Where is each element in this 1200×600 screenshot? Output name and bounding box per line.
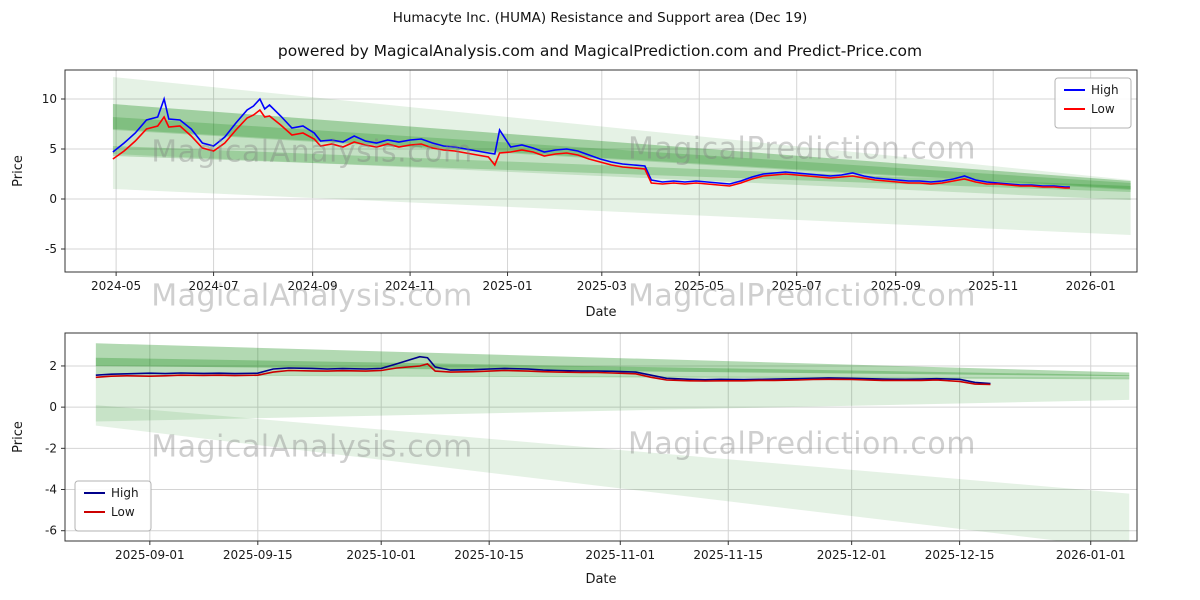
x-axis-label: Date	[585, 572, 616, 587]
legend-label: High	[111, 486, 139, 500]
x-tick-label: 2024-07	[189, 279, 239, 293]
series-line-low	[95, 363, 991, 386]
y-tick-label: -6	[45, 524, 57, 538]
x-tick-label: 2025-09-15	[223, 548, 293, 562]
legend: High Low	[1054, 77, 1132, 129]
y-tick-label: 5	[49, 142, 57, 156]
support-resistance-bands	[95, 343, 1130, 541]
y-tick-label: -5	[45, 242, 57, 256]
y-tick-label: -4	[45, 483, 57, 497]
x-tick-label: 2025-10-01	[346, 548, 416, 562]
x-tick-label: 2025-11-15	[693, 548, 763, 562]
legend-label: Low	[111, 505, 135, 519]
support-resistance-bands	[112, 77, 1131, 235]
series-line-high	[95, 355, 991, 385]
trend-band	[95, 375, 1130, 422]
trend-band	[112, 104, 1131, 200]
y-tick-label: 0	[49, 192, 57, 206]
axes-border	[64, 332, 1138, 542]
trend-band	[112, 77, 1131, 235]
figure-subtitle: powered by MagicalAnalysis.com and Magic…	[277, 42, 923, 60]
y-tick-label: 2	[49, 359, 57, 373]
x-axis-label: Date	[585, 305, 616, 320]
x-tick-label: 2024-05	[91, 279, 141, 293]
x-tick-label: 2025-07	[772, 279, 822, 293]
price-chart-top: 2024-05 2024-07 2024-09 2024-11 2025-01 2025-…	[11, 69, 1138, 320]
x-tick-label: 2024-09	[288, 279, 338, 293]
x-tick-label: 2026-01	[1066, 279, 1116, 293]
trend-band	[112, 117, 1131, 189]
x-tick-label: 2025-09	[871, 279, 921, 293]
trend-band	[112, 104, 1131, 190]
legend: High Low	[74, 480, 152, 532]
y-axis-label: Price	[11, 155, 26, 187]
figure-title: Humacyte Inc. (HUMA) Resistance and Supp…	[392, 10, 808, 26]
x-tick-label: 2025-10-15	[454, 548, 524, 562]
price-chart-bottom: 2025-09-01 2025-09-15 2025-10-01 2025-10-15…	[11, 332, 1138, 587]
x-tick-label: 2025-11-01	[585, 548, 655, 562]
series-line-high	[112, 96, 1070, 188]
x-tick-label: 2026-01-01	[1056, 548, 1126, 562]
x-tick-label: 2025-12-15	[925, 548, 995, 562]
trend-band	[95, 357, 1130, 380]
y-axis-label: Price	[11, 421, 26, 453]
y-tick-label: 10	[42, 92, 57, 106]
x-tick-label: 2025-03	[577, 279, 627, 293]
axes-border	[64, 69, 1138, 273]
trend-band	[95, 405, 1130, 541]
x-tick-label: 2025-01	[482, 279, 532, 293]
x-tick-label: 2025-11	[968, 279, 1018, 293]
y-tick-label: 0	[49, 400, 57, 414]
x-tick-label: 2024-11	[385, 279, 435, 293]
legend-label: High	[1091, 83, 1119, 97]
legend-label: Low	[1091, 102, 1115, 116]
x-tick-label: 2025-12-01	[817, 548, 887, 562]
x-tick-label: 2025-09-01	[115, 548, 185, 562]
x-tick-label: 2025-05	[674, 279, 724, 293]
y-tick-label: -2	[45, 441, 57, 455]
series-line-low	[112, 108, 1070, 189]
